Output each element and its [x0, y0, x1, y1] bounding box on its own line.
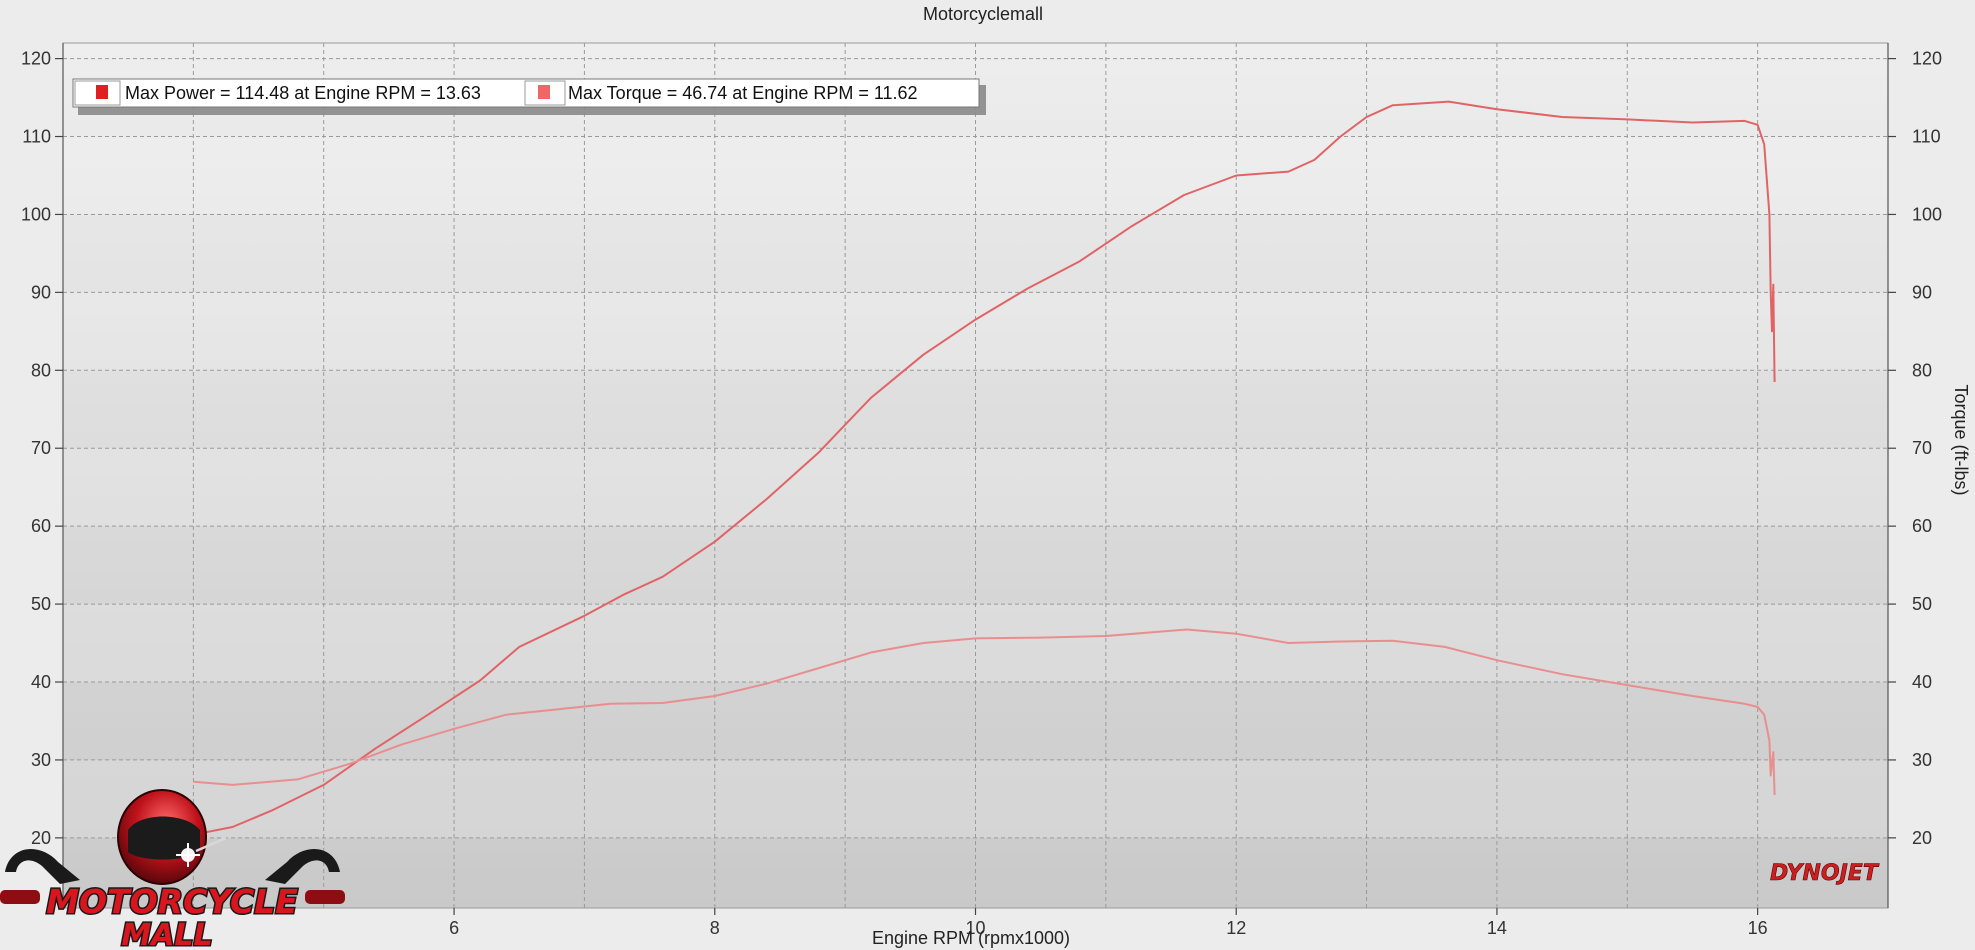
logo-text-line1: MOTORCYCLE: [46, 882, 298, 921]
y-tick-label-right: 110: [1912, 127, 1941, 147]
y-tick-label-left: 50: [31, 594, 51, 614]
handlebar-right-icon: [265, 849, 340, 884]
y-tick-label-left: 70: [31, 438, 51, 458]
y-tick-label-right: 80: [1912, 360, 1932, 380]
y-tick-label-right: 120: [1912, 49, 1942, 69]
series-lines: [193, 100, 1776, 836]
dynojet-logo: DYNOJET: [1770, 861, 1880, 887]
y-tick-label-left: 90: [31, 282, 51, 302]
handlebar-left-icon: [5, 849, 80, 884]
y-tick-label-right: 50: [1912, 594, 1932, 614]
y-tick-label-left: 40: [31, 672, 51, 692]
x-tick-label: 14: [1487, 918, 1507, 938]
legend-torque-label: Max Torque = 46.74 at Engine RPM = 11.62: [568, 83, 918, 103]
y-tick-label-left: 100: [21, 204, 51, 224]
grid-band: [63, 604, 1888, 683]
legend-swatch-torque: [538, 85, 550, 99]
grid-lines: [63, 43, 1889, 908]
x-ticks: 6 8 10 12 14 16: [449, 908, 1768, 938]
y-tick-label-left: 110: [22, 127, 51, 147]
chart-title: Motorcyclemall: [923, 4, 1043, 24]
series-line-power: [193, 100, 1776, 836]
y-tick-label-left: 120: [21, 49, 51, 69]
y-tick-label-right: 40: [1912, 672, 1932, 692]
legend-power-label: Max Power = 114.48 at Engine RPM = 13.63: [125, 83, 481, 103]
x-tick-label: 12: [1226, 918, 1246, 938]
series-line-torque: [193, 628, 1776, 796]
logo-text-line2: MALL: [121, 918, 212, 950]
y-tick-label-right: 70: [1912, 438, 1932, 458]
plot-area: [62, 42, 1889, 909]
y-tick-label-left: 80: [31, 360, 51, 380]
x-axis-label: Engine RPM (rpmx1000): [872, 928, 1070, 948]
y-tick-label-right: 90: [1912, 282, 1932, 302]
y-axis-label-right: Torque (ft-lbs): [1951, 384, 1971, 495]
y-tick-label-right: 20: [1912, 828, 1932, 848]
y-tick-label-right: 100: [1912, 204, 1942, 224]
legend-swatch-power: [96, 85, 108, 99]
y-tick-label-right: 30: [1912, 750, 1932, 770]
y-ticks-left: 20 30 40 50 60 70 80 90 100 110 120: [21, 49, 63, 848]
x-tick-label: 6: [449, 918, 459, 938]
svg-text:DYNOJET: DYNOJET: [1770, 861, 1880, 886]
motorcycle-mall-logo: MOTORCYCLE MALL: [0, 789, 345, 950]
y-ticks-right: 20 30 40 50 60 70 80 90 100 110 120: [1888, 49, 1942, 848]
x-tick-label: 8: [710, 918, 720, 938]
y-tick-label-left: 20: [31, 828, 51, 848]
x-tick-label: 10: [965, 918, 985, 938]
y-tick-label-left: 60: [31, 516, 51, 536]
x-tick-label: 16: [1748, 918, 1768, 938]
y-tick-label-right: 60: [1912, 516, 1932, 536]
legend: Max Power = 114.48 at Engine RPM = 13.63…: [72, 78, 986, 115]
y-tick-label-left: 30: [31, 750, 51, 770]
